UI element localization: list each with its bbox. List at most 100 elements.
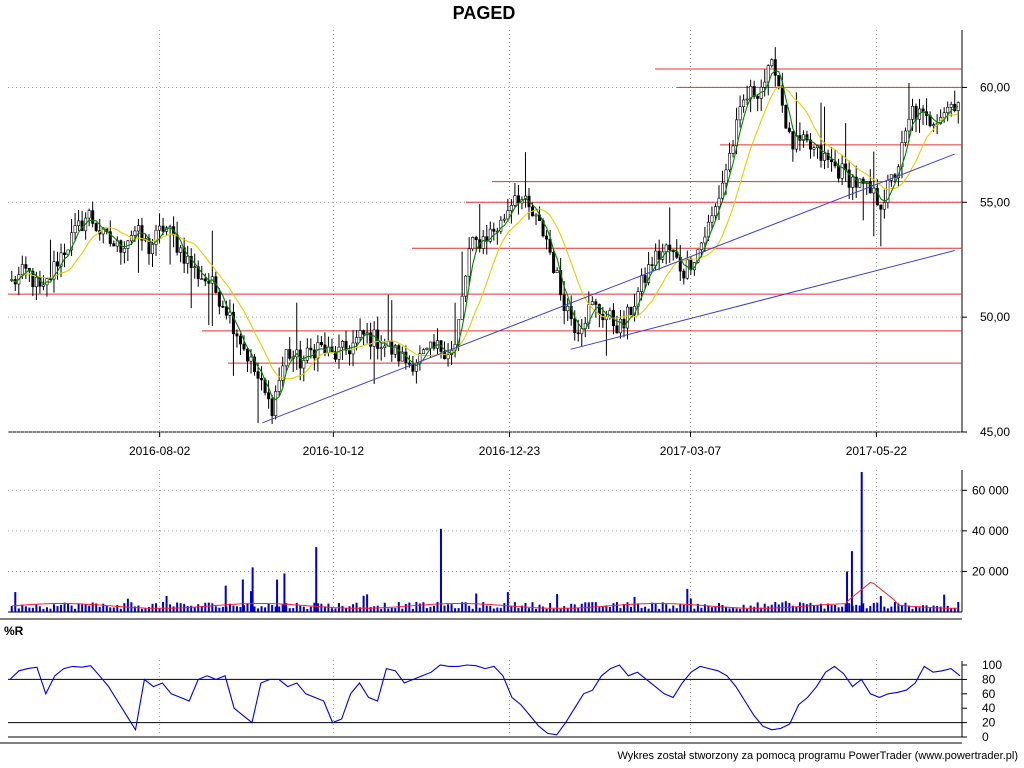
candle-body (889, 174, 893, 181)
volume-bar (60, 604, 63, 612)
volume-bar (401, 608, 404, 612)
volume-bar (932, 605, 935, 612)
candle-body (20, 264, 24, 275)
candle-body (383, 345, 387, 349)
candle-body (179, 247, 183, 253)
candle-body (840, 163, 844, 179)
candle-body (784, 104, 788, 129)
candle-body (249, 356, 253, 362)
candle-body (502, 218, 506, 221)
candle-body (731, 145, 735, 154)
volume-bar (693, 608, 696, 612)
volume-bar (137, 605, 140, 612)
volume-bar (732, 607, 735, 612)
volume-bar (774, 602, 777, 612)
volume-bar (299, 605, 302, 612)
volume-bar (28, 607, 31, 612)
candle-body (837, 165, 841, 179)
volume-bar (239, 607, 242, 612)
candle-body (277, 380, 281, 392)
volume-bar (545, 608, 548, 612)
candle-body (161, 225, 165, 232)
volume-bar (341, 605, 344, 612)
volume-bar (24, 606, 27, 612)
volume-bar (436, 601, 439, 612)
candle-body (854, 176, 858, 188)
volume-bar (295, 602, 298, 612)
volume-bar (626, 602, 629, 612)
volume-bar (622, 603, 625, 612)
volume-bar (422, 602, 425, 612)
volume-bar (471, 608, 474, 612)
volume-bar (485, 605, 488, 612)
candle-body (242, 343, 246, 350)
candle-body (942, 112, 946, 118)
volume-bar (84, 604, 87, 612)
volume-bar (45, 607, 48, 612)
candle-body (460, 295, 464, 321)
volume-bar (735, 608, 738, 612)
volume-bar (950, 608, 953, 612)
candle-body (713, 206, 717, 217)
candle-body (281, 365, 285, 381)
candle-body (221, 306, 225, 308)
volume-bar (552, 608, 555, 612)
volume-bar (717, 602, 720, 612)
candle-body (499, 219, 503, 232)
candle-body (847, 169, 851, 188)
candle-body (446, 354, 450, 360)
volume-bar (366, 594, 369, 612)
volume-bar (513, 602, 516, 612)
candle-body (77, 220, 81, 226)
volume-bars (10, 472, 960, 612)
candle-body (903, 130, 907, 143)
volume-bar (450, 604, 453, 612)
candle-body (404, 351, 408, 364)
volume-bar (193, 607, 196, 612)
volume-bar (654, 602, 657, 612)
volume-bar (242, 605, 245, 612)
volume-spike-bar (860, 472, 863, 612)
candle-body (625, 306, 629, 329)
candle-body (509, 205, 513, 211)
volume-bar (725, 606, 728, 612)
candle-body (513, 195, 517, 206)
volume-bar (355, 602, 358, 612)
volume-bar (88, 605, 91, 612)
volume-bar (309, 606, 312, 612)
candle-body (407, 362, 411, 365)
candle-body (70, 232, 74, 251)
candle-body (545, 235, 549, 240)
volume-bar (876, 602, 879, 612)
volume-bar (872, 602, 875, 612)
candle-body (362, 330, 366, 335)
volume-bar (38, 606, 41, 612)
candle-body (516, 195, 520, 204)
candle-body (474, 237, 478, 240)
volume-bar (475, 593, 478, 612)
volume-bar (679, 604, 682, 612)
candle-body (41, 284, 45, 287)
volume-bar (155, 603, 158, 612)
candle-body (425, 348, 429, 350)
volume-bar (408, 602, 411, 612)
volume-bar (756, 602, 759, 612)
volume-bar (848, 603, 851, 612)
candle-body (717, 197, 721, 207)
candle-body (467, 248, 471, 277)
candle-body (664, 244, 668, 253)
price-tick-label: 55,00 (980, 195, 1010, 209)
candle-body (274, 391, 278, 417)
volume-bar (207, 602, 210, 612)
candle-body (872, 187, 876, 194)
candle-body (397, 345, 401, 362)
candle-body (699, 242, 703, 250)
candle-body (562, 294, 566, 312)
candle-body (355, 337, 359, 344)
candle-body (432, 341, 436, 349)
volume-bar (809, 602, 812, 612)
volume-bar (348, 606, 351, 612)
volume-bar (615, 602, 618, 612)
volume-bar (601, 606, 604, 612)
volume-bar (665, 604, 668, 612)
